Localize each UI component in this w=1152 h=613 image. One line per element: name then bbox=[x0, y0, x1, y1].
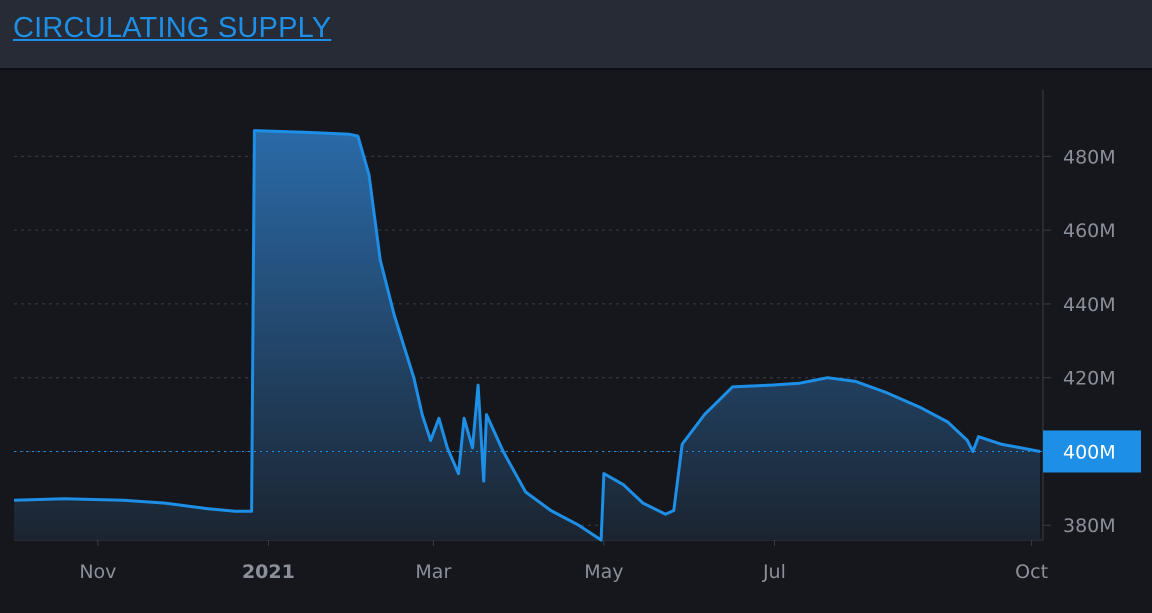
x-tick-label: Mar bbox=[415, 561, 451, 583]
x-tick-label: 2021 bbox=[242, 561, 295, 583]
y-tick-label: 420M bbox=[1063, 368, 1116, 390]
y-tick-label: 440M bbox=[1063, 294, 1116, 316]
y-axis-ticks: 480M 460M 440M 420M 380M bbox=[1043, 146, 1116, 537]
y-tick-label: 480M bbox=[1063, 146, 1116, 168]
x-tick-label: Jul bbox=[762, 561, 786, 583]
current-value-marker: 400M bbox=[14, 430, 1141, 473]
supply-line bbox=[13, 129, 1041, 542]
y-tick-label: 460M bbox=[1063, 220, 1116, 242]
x-tick-label: Nov bbox=[79, 561, 116, 583]
page-header: CIRCULATING SUPPLY bbox=[0, 0, 1152, 70]
x-tick-label: Oct bbox=[1015, 561, 1048, 583]
x-axis-ticks: Nov 2021 Mar May Jul Oct bbox=[79, 540, 1048, 583]
current-value-label: 400M bbox=[1063, 441, 1116, 463]
supply-area bbox=[14, 130, 1040, 540]
current-value-badge bbox=[1043, 430, 1141, 473]
supply-area-chart: Nov 2021 Mar May Jul Oct 480M 460M 440M 420M 380M… bbox=[13, 90, 1141, 583]
x-tick-label: May bbox=[584, 561, 623, 583]
y-tick-label: 380M bbox=[1063, 515, 1116, 537]
circulating-supply-link[interactable]: CIRCULATING SUPPLY bbox=[13, 12, 332, 44]
